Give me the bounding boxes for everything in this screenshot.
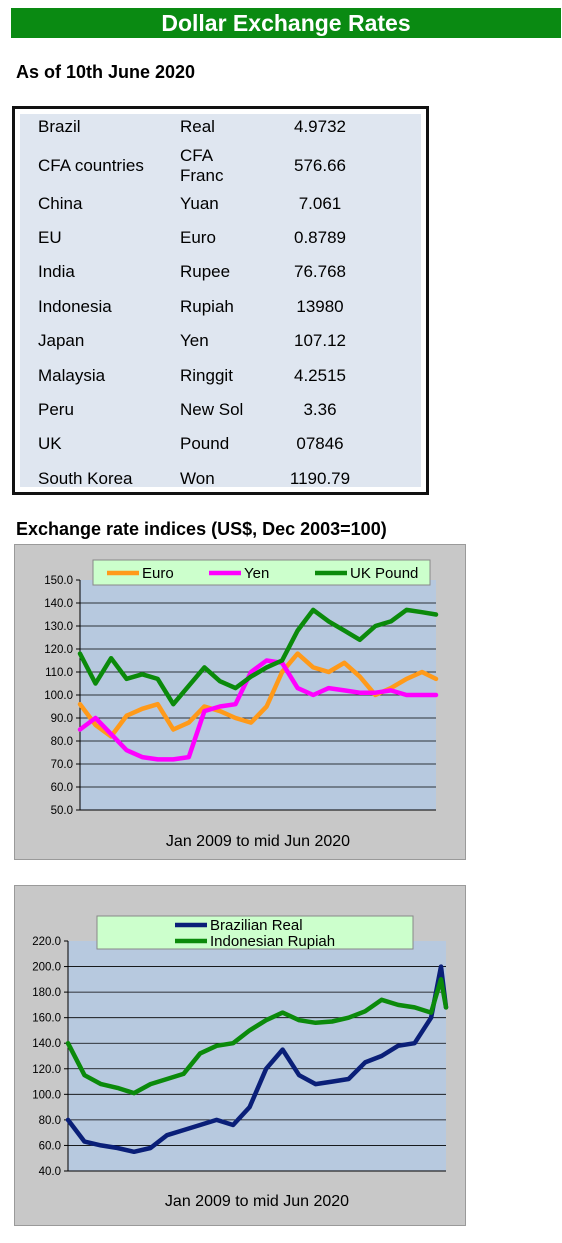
y-tick-label: 60.0 xyxy=(39,1140,61,1152)
currency-name: Yuan xyxy=(180,194,219,213)
currency-name: Rupiah xyxy=(180,297,234,316)
legend-label: UK Pound xyxy=(350,565,418,582)
y-tick-label: 150.0 xyxy=(44,575,73,587)
rates-table: Brazil Real 4.9732 CFA countries CFA Franc 57… xyxy=(12,106,429,495)
y-tick-label: 120.0 xyxy=(44,644,73,656)
rate-row: China Yuan 7.061 xyxy=(20,194,421,228)
y-tick-label: 200.0 xyxy=(32,962,61,974)
exchange-rate-value: 107.12 xyxy=(294,331,346,350)
rate-row: Japan Yen 107.12 xyxy=(20,331,421,365)
chart-caption: Jan 2009 to mid Jun 2020 xyxy=(165,1193,349,1210)
currency-name: Won xyxy=(180,469,215,488)
y-tick-label: 40.0 xyxy=(39,1166,61,1178)
plot-area xyxy=(68,941,446,1171)
country-name: South Korea xyxy=(38,469,133,488)
chart-panel-major-currencies: 150.0 140.0 130.0 120.0 110.0 100.0 90.0 80.0 70… xyxy=(14,544,466,860)
y-tick-label: 80.0 xyxy=(51,736,73,748)
country-name: CFA countries xyxy=(38,156,144,175)
legend-label: Indonesian Rupiah xyxy=(210,933,335,950)
exchange-rate-value: 576.66 xyxy=(294,156,346,175)
y-tick-label: 220.0 xyxy=(32,936,61,948)
chart-caption: Jan 2009 to mid Jun 2020 xyxy=(166,833,350,850)
currency-name: Euro xyxy=(180,228,216,247)
country-name: Brazil xyxy=(38,117,81,136)
exchange-rate-value: 07846 xyxy=(296,434,344,453)
currency-name: Yen xyxy=(180,331,209,350)
legend-label: Yen xyxy=(244,565,269,582)
rates-table-body: Brazil Real 4.9732 CFA countries CFA Franc 57… xyxy=(20,114,421,488)
legend-label: Euro xyxy=(142,565,174,582)
y-tick-label: 70.0 xyxy=(51,759,73,771)
currency-name: Pound xyxy=(180,434,230,453)
chart-emerging-currencies: 220.0 200.0 180.0 160.0 140.0 120.0 100.0 80.0 6… xyxy=(32,915,449,1210)
series-line-yen xyxy=(77,658,439,762)
chart-major-currencies: 150.0 140.0 130.0 120.0 110.0 100.0 90.0 80.0 70… xyxy=(44,559,439,850)
series-line-brazilian-real xyxy=(65,964,449,1155)
rate-row: South Korea Won 1190.79 xyxy=(20,469,421,503)
page-title-banner: Dollar Exchange Rates xyxy=(11,8,561,38)
rate-row: Brazil Real 4.9732 xyxy=(20,117,421,151)
exchange-rate-value: 1190.79 xyxy=(289,469,351,488)
y-tick-label: 100.0 xyxy=(44,690,73,702)
currency-name: Real xyxy=(180,117,215,136)
y-tick-label: 80.0 xyxy=(39,1115,61,1127)
country-name: Japan xyxy=(38,331,85,350)
country-name: Peru xyxy=(38,400,74,419)
exchange-rate-value: 4.9732 xyxy=(294,117,346,136)
exchange-rate-value: 4.2515 xyxy=(294,366,346,385)
y-tick-label: 110.0 xyxy=(45,667,73,679)
legend-box xyxy=(92,559,431,586)
exchange-rate-value: 13980 xyxy=(296,297,344,316)
country-name: UK xyxy=(38,434,62,453)
y-tick-label: 50.0 xyxy=(51,805,73,817)
rate-row: India Rupee 76.768 xyxy=(20,262,421,296)
country-name: Indonesia xyxy=(38,297,112,316)
indices-title: Exchange rate indices (US$, Dec 2003=100… xyxy=(16,519,387,539)
exchange-rate-value: 76.768 xyxy=(294,262,346,281)
currency-name: CFA Franc xyxy=(180,146,224,185)
exchange-rate-value: 3.36 xyxy=(303,400,337,419)
country-name: India xyxy=(38,262,75,281)
currency-name: New Sol xyxy=(180,400,244,419)
chart-panel-emerging-currencies: 220.0 200.0 180.0 160.0 140.0 120.0 100.0 80.0 6… xyxy=(14,885,466,1226)
series-line-uk-pound xyxy=(77,607,439,707)
y-tick-label: 100.0 xyxy=(32,1089,61,1101)
rate-row: EU Euro 0.8789 xyxy=(20,228,421,262)
y-tick-label: 120.0 xyxy=(32,1064,61,1076)
country-name: Malaysia xyxy=(38,366,106,385)
rate-row: Peru New Sol 3.36 xyxy=(20,400,421,434)
rate-row: Indonesia Rupiah 13980 xyxy=(20,297,421,331)
y-tick-label: 160.0 xyxy=(32,1013,61,1025)
rate-row: Malaysia Ringgit 4.2515 xyxy=(20,366,421,400)
currency-name: Ringgit xyxy=(180,366,233,385)
country-name: China xyxy=(38,194,83,213)
series-line-indonesian-rupiah xyxy=(65,977,449,1096)
exchange-rate-value: 7.061 xyxy=(298,194,342,213)
legend-box xyxy=(96,915,414,950)
rate-row: CFA countries CFA Franc 576.66 xyxy=(20,146,421,186)
y-tick-label: 180.0 xyxy=(32,987,61,999)
exchange-rate-value: 0.8789 xyxy=(294,228,346,247)
as-of-date: As of 10th June 2020 xyxy=(16,62,196,82)
y-tick-label: 60.0 xyxy=(51,782,73,794)
y-tick-label: 90.0 xyxy=(51,713,73,725)
currency-name: Rupee xyxy=(180,262,231,281)
legend-label: Brazilian Real xyxy=(210,917,303,934)
country-name: EU xyxy=(38,228,62,247)
rate-row: UK Pound 07846 xyxy=(20,434,421,468)
y-tick-label: 130.0 xyxy=(44,621,73,633)
y-tick-label: 140.0 xyxy=(44,598,73,610)
y-tick-label: 140.0 xyxy=(32,1038,61,1050)
